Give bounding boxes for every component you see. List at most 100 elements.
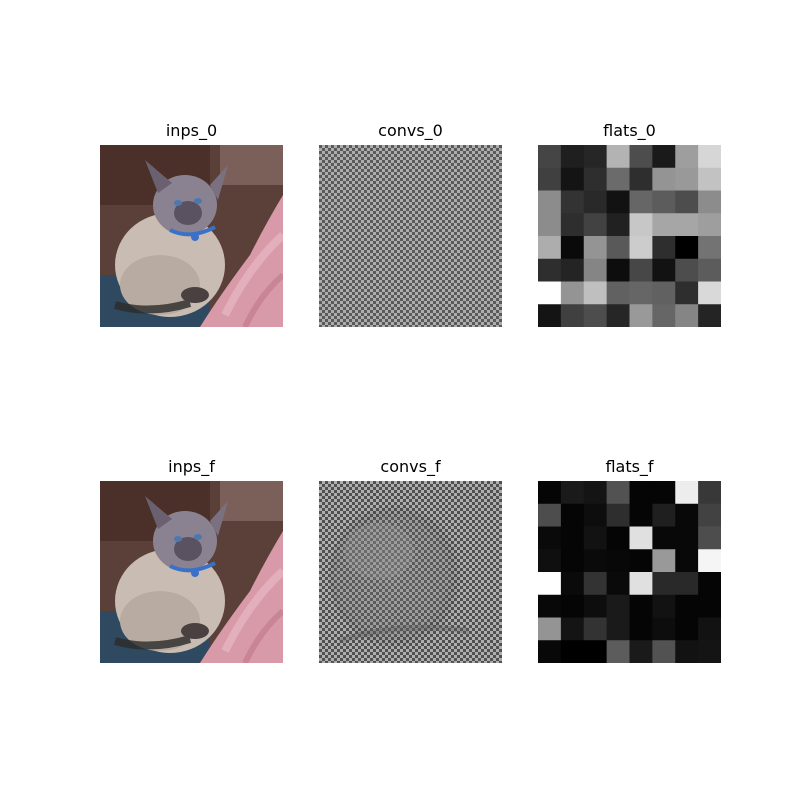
- grid-cell: [629, 549, 653, 573]
- grid-cell: [583, 526, 608, 550]
- grid-cell: [652, 640, 676, 663]
- grid-cell: [675, 258, 699, 282]
- grid-cell: [583, 640, 608, 663]
- grid-cell: [629, 481, 653, 505]
- grid-cell: [629, 190, 653, 214]
- conv-feature-map-image: [319, 481, 502, 663]
- grid-cell: [698, 258, 721, 282]
- grid-cell: [583, 617, 608, 641]
- grid-cell: [606, 281, 630, 305]
- grid-cell: [652, 617, 676, 641]
- grid-cell: [560, 281, 585, 305]
- grid-cell: [560, 640, 585, 663]
- grid-cell: [652, 572, 676, 596]
- checker-pattern: [319, 145, 502, 327]
- grid-cell: [675, 304, 699, 327]
- grid-cell: [583, 167, 608, 191]
- grid-cell: [538, 617, 562, 641]
- conv-feature-map-image: [319, 145, 502, 327]
- cat-photo-image: [100, 481, 283, 663]
- grid-cell: [538, 145, 562, 169]
- grid-cell: [698, 304, 721, 327]
- grid-cell: [606, 190, 630, 214]
- grid-cell: [606, 213, 630, 237]
- grid-cell: [583, 481, 608, 505]
- grid-cell: [652, 549, 676, 573]
- grid-cell: [629, 304, 653, 327]
- grid-cell: [538, 549, 562, 573]
- grid-cell: [606, 549, 630, 573]
- grid-cell: [606, 503, 630, 527]
- grid-cell: [652, 481, 676, 505]
- grid-cell: [560, 572, 585, 596]
- grid-cell: [538, 481, 562, 505]
- grid-cell: [583, 594, 608, 618]
- grid-cell: [675, 503, 699, 527]
- grid-cell: [698, 503, 721, 527]
- grid-cell: [606, 236, 630, 260]
- grid-cell: [538, 526, 562, 550]
- panel-title: inps_0: [165, 121, 218, 140]
- grid-cell: [652, 281, 676, 305]
- grid-cell: [583, 549, 608, 573]
- grid-cell: [629, 213, 653, 237]
- grid-cell: [583, 190, 608, 214]
- grid-cell: [652, 145, 676, 169]
- grid-cell: [583, 258, 608, 282]
- grid-cell: [538, 258, 562, 282]
- grid-cell: [629, 617, 653, 641]
- grid-cell: [560, 236, 585, 260]
- panel-title: convs_0: [378, 121, 443, 140]
- grid-cell: [629, 236, 653, 260]
- grid-cell: [606, 304, 630, 327]
- grid-cell: [583, 572, 608, 596]
- grid-cell: [652, 503, 676, 527]
- grid-cell: [698, 617, 721, 641]
- grid-cell: [652, 213, 676, 237]
- grid-cell: [538, 236, 562, 260]
- grid-cell: [606, 481, 630, 505]
- grid-cell: [652, 190, 676, 214]
- grid-cell: [629, 167, 653, 191]
- grid-cell: [560, 190, 585, 214]
- grid-heatmap: [538, 145, 721, 327]
- grid-cell: [652, 594, 676, 618]
- grid-cell: [560, 617, 585, 641]
- grid-cell: [538, 281, 562, 305]
- panel-title: flats_0: [603, 121, 656, 140]
- grid-cell: [606, 572, 630, 596]
- grid-cell: [698, 236, 721, 260]
- grid-cell: [698, 481, 721, 505]
- grid-cell: [675, 594, 699, 618]
- grid-cell: [698, 640, 721, 663]
- grid-cell: [538, 190, 562, 214]
- grid-cell: [629, 594, 653, 618]
- grid-cell: [675, 213, 699, 237]
- grid-heatmap: [538, 481, 721, 663]
- grid-cell: [652, 526, 676, 550]
- grid-cell: [560, 258, 585, 282]
- grid-cell: [560, 304, 585, 327]
- grid-cell: [675, 640, 699, 663]
- grid-cell: [583, 304, 608, 327]
- grid-cell: [606, 145, 630, 169]
- grid-cell: [606, 594, 630, 618]
- grid-cell: [629, 145, 653, 169]
- grid-cell: [698, 167, 721, 191]
- grid-cell: [698, 145, 721, 169]
- panel-title: inps_f: [168, 457, 215, 476]
- grid-cell: [675, 167, 699, 191]
- grid-cell: [675, 549, 699, 573]
- grid-cell: [675, 236, 699, 260]
- grid-cell: [538, 594, 562, 618]
- grid-cell: [606, 258, 630, 282]
- grid-cell: [675, 481, 699, 505]
- grid-cell: [629, 281, 653, 305]
- grid-cell: [675, 281, 699, 305]
- grid-cell: [698, 281, 721, 305]
- grid-cell: [538, 167, 562, 191]
- grid-cell: [538, 572, 562, 596]
- grid-cell: [675, 617, 699, 641]
- grid-cell: [698, 526, 721, 550]
- grid-cell: [652, 167, 676, 191]
